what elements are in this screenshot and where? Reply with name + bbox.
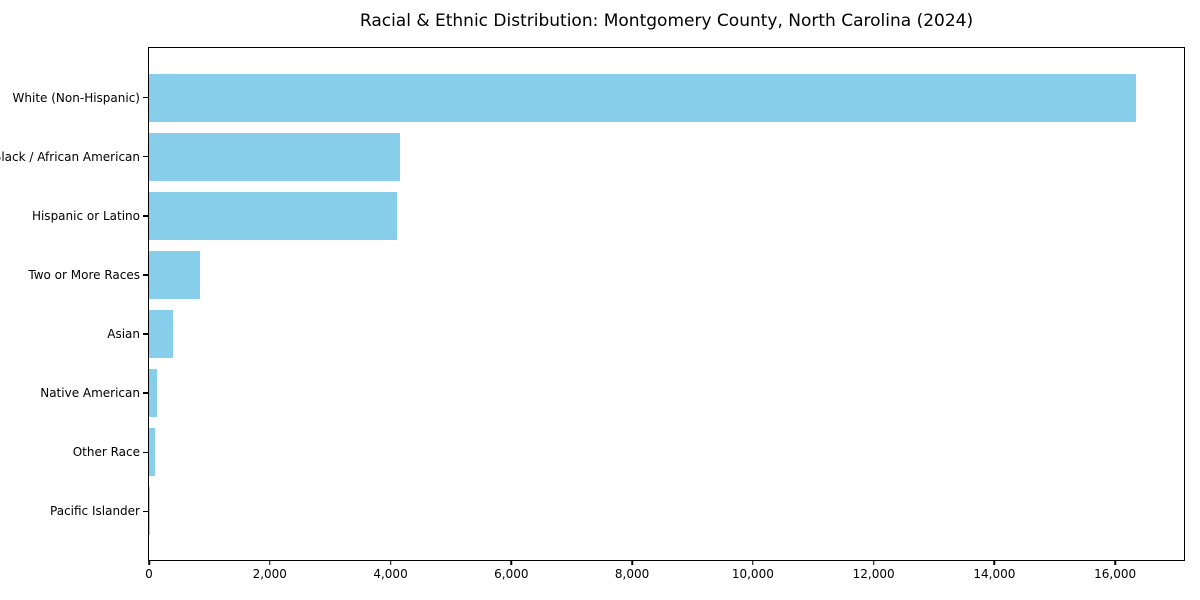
bar xyxy=(149,310,174,359)
x-axis-tick-label: 12,000 xyxy=(852,567,895,581)
bar-row: Asian xyxy=(107,305,1184,364)
bar xyxy=(149,191,397,240)
y-axis-label: White (Non-Hispanic) xyxy=(12,90,140,105)
bar xyxy=(149,132,400,181)
x-axis-tick-label: 8,000 xyxy=(614,567,650,581)
y-axis-tick xyxy=(142,155,148,158)
bar-row: Black / African American xyxy=(0,127,1184,186)
x-axis-tick xyxy=(510,560,513,565)
y-axis-tick xyxy=(142,510,148,513)
x-axis-tick xyxy=(148,560,150,565)
y-axis-label: Asian xyxy=(107,327,140,342)
bar xyxy=(149,73,1137,122)
bar-row: Other Race xyxy=(73,423,1184,482)
x-axis-tick xyxy=(993,560,996,565)
y-axis-tick xyxy=(142,392,148,394)
x-axis-tick xyxy=(1114,560,1116,565)
bar xyxy=(149,369,157,418)
y-axis-label: Native American xyxy=(40,386,140,401)
x-axis-tick xyxy=(872,560,875,565)
y-axis-tick xyxy=(142,451,148,454)
y-axis-tick xyxy=(142,274,148,276)
x-axis-tick xyxy=(631,560,633,565)
x-axis-tick xyxy=(269,560,271,565)
y-axis-label: Black / African American xyxy=(0,149,140,164)
x-axis-tick-label: 4,000 xyxy=(373,567,408,581)
bar-row: Two or More Races xyxy=(28,245,1184,304)
y-axis-label: Pacific Islander xyxy=(50,504,140,519)
plot-area: White (Non-Hispanic) Black / African Amer… xyxy=(0,47,1185,581)
chart-title: Racial & Ethnic Distribution: Montgomery… xyxy=(359,11,974,31)
bars-area: White (Non-Hispanic) Black / African Amer… xyxy=(0,68,1184,541)
bar xyxy=(149,428,156,477)
y-axis-label: Other Race xyxy=(72,445,140,460)
x-axis-tick-label: 10,000 xyxy=(731,567,774,581)
x-axis-tick xyxy=(752,560,754,565)
x-axis-tick-label: 0 xyxy=(145,567,153,581)
y-axis-label: Hispanic or Latino xyxy=(31,208,140,223)
y-axis-tick xyxy=(142,96,148,99)
y-axis-tick xyxy=(142,215,148,217)
bar-row: Pacific Islander xyxy=(50,482,1184,541)
y-axis-label: Two or More Races xyxy=(28,267,140,282)
bar xyxy=(149,250,200,299)
x-axis-tick xyxy=(389,560,392,565)
x-axis-tick-label: 2,000 xyxy=(252,567,287,581)
bar xyxy=(149,487,150,536)
x-axis-tick-label: 6,000 xyxy=(494,567,529,581)
bar-row: White (Non-Hispanic) xyxy=(13,68,1184,127)
x-axis-tick-label: 14,000 xyxy=(973,567,1016,581)
bar-row: Hispanic or Latino xyxy=(32,186,1184,245)
y-axis-tick xyxy=(142,333,148,335)
bar-row: Native American xyxy=(40,364,1184,423)
x-axis-tick-label: 16,000 xyxy=(1094,567,1137,581)
